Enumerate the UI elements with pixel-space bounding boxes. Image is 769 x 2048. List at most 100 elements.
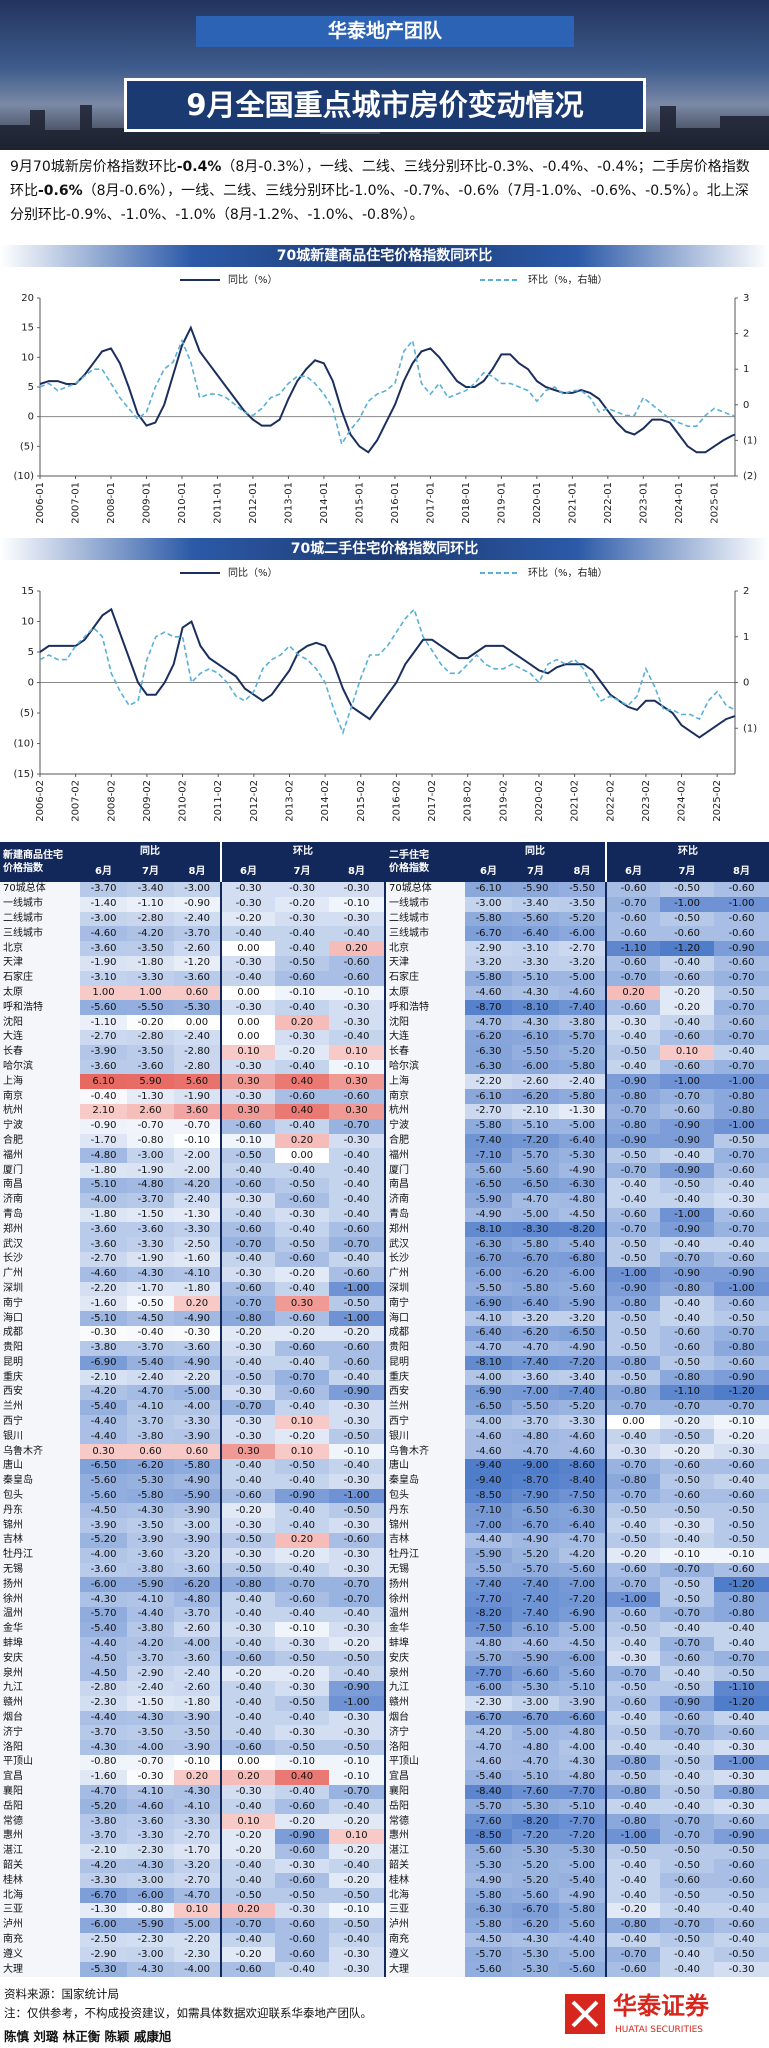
- value-cell: -3.80: [127, 1563, 174, 1578]
- city-name: 湛江: [385, 1844, 465, 1859]
- value-cell: -2.70: [174, 1873, 221, 1888]
- value-cell: -2.90: [465, 941, 512, 956]
- value-cell: -4.80: [559, 1725, 606, 1740]
- value-cell: -0.40: [606, 1711, 660, 1726]
- value-cell: -4.80: [512, 1429, 559, 1444]
- value-cell: -0.30: [329, 1000, 384, 1015]
- value-cell: -0.40: [714, 1045, 769, 1060]
- value-cell: -5.90: [465, 1193, 512, 1208]
- value-cell: -3.20: [174, 1548, 221, 1563]
- value-cell: -0.50: [660, 882, 714, 897]
- value-cell: -6.30: [465, 1237, 512, 1252]
- value-cell: -0.40: [221, 1799, 275, 1814]
- city-name: 广州: [385, 1267, 465, 1282]
- value-cell: -2.50: [174, 1237, 221, 1252]
- value-cell: -0.40: [660, 1296, 714, 1311]
- value-cell: -1.00: [714, 1282, 769, 1297]
- value-cell: -0.70: [127, 1119, 174, 1134]
- x-tick-label: 2025-02: [712, 780, 723, 822]
- value-cell: -3.30: [174, 1415, 221, 1430]
- value-cell: -1.50: [127, 1696, 174, 1711]
- value-cell: -0.40: [329, 1148, 384, 1163]
- table-row: 深圳-5.50-5.80-5.60-0.90-0.80-1.00: [385, 1282, 769, 1297]
- value-cell: -0.40: [660, 956, 714, 971]
- series-line: [40, 341, 735, 444]
- x-tick-label: 2015-02: [356, 780, 367, 822]
- value-cell: 0.00: [221, 941, 275, 956]
- value-cell: -0.50: [275, 956, 329, 971]
- value-cell: -0.90: [714, 1267, 769, 1282]
- value-cell: -0.50: [275, 1651, 329, 1666]
- value-cell: -4.70: [127, 1385, 174, 1400]
- value-cell: -9.00: [512, 1459, 559, 1474]
- city-name: 岳阳: [385, 1799, 465, 1814]
- value-cell: -5.20: [512, 1548, 559, 1563]
- value-cell: -3.90: [174, 1503, 221, 1518]
- value-cell: -0.70: [329, 1785, 384, 1800]
- value-cell: -0.50: [714, 1311, 769, 1326]
- city-name: 赣州: [385, 1696, 465, 1711]
- value-cell: -0.70: [714, 1060, 769, 1075]
- value-cell: -6.60: [512, 1666, 559, 1681]
- value-cell: -0.60: [221, 1962, 275, 1977]
- value-cell: -4.20: [465, 1725, 512, 1740]
- value-cell: -0.60: [275, 1592, 329, 1607]
- value-cell: -2.00: [174, 1163, 221, 1178]
- city-name: 北海: [0, 1888, 80, 1903]
- x-tick-label: 2017-01: [425, 482, 436, 524]
- value-cell: -0.60: [714, 1252, 769, 1267]
- value-cell: -0.60: [221, 1119, 275, 1134]
- table-row: 安庆-5.70-5.90-6.00-0.30-0.60-0.70: [385, 1651, 769, 1666]
- x-tick-label: 2017-02: [427, 780, 438, 822]
- table-row: 泸州-6.00-5.90-5.00-0.70-0.60-0.50: [0, 1918, 384, 1933]
- value-cell: -7.00: [559, 1577, 606, 1592]
- table-row: 惠州-3.70-3.30-2.70-0.20-0.900.10: [0, 1829, 384, 1844]
- value-cell: -4.40: [127, 1607, 174, 1622]
- value-cell: -0.70: [606, 1577, 660, 1592]
- value-cell: -0.70: [606, 1489, 660, 1504]
- value-cell: -3.60: [127, 1060, 174, 1075]
- value-cell: -3.80: [559, 1015, 606, 1030]
- value-cell: -0.30: [221, 897, 275, 912]
- value-cell: -3.00: [174, 1518, 221, 1533]
- x-tick-label: 2024-01: [674, 482, 685, 524]
- value-cell: -0.30: [329, 1563, 384, 1578]
- value-cell: -0.10: [174, 1134, 221, 1149]
- value-cell: -4.60: [80, 1267, 127, 1282]
- value-cell: -0.20: [221, 1503, 275, 1518]
- value-cell: -3.90: [80, 1518, 127, 1533]
- value-cell: -0.60: [275, 1918, 329, 1933]
- value-cell: -5.30: [559, 1148, 606, 1163]
- value-cell: -6.40: [559, 1134, 606, 1149]
- table-row: 长春-6.30-5.50-5.20-0.500.10-0.40: [385, 1045, 769, 1060]
- table-row: 南充-4.50-4.30-4.40-0.40-0.50-0.40: [385, 1933, 769, 1948]
- value-cell: -3.00: [512, 1696, 559, 1711]
- city-name: 一线城市: [385, 897, 465, 912]
- value-cell: -0.40: [329, 1370, 384, 1385]
- value-cell: -0.50: [660, 1503, 714, 1518]
- value-cell: -0.80: [221, 1311, 275, 1326]
- value-cell: -2.00: [174, 1148, 221, 1163]
- value-cell: -0.30: [174, 1326, 221, 1341]
- value-cell: -0.50: [329, 1296, 384, 1311]
- city-name: 常德: [385, 1814, 465, 1829]
- value-cell: -6.80: [559, 1252, 606, 1267]
- value-cell: -5.20: [512, 1859, 559, 1874]
- value-cell: -3.90: [80, 1045, 127, 1060]
- value-cell: -1.00: [329, 1282, 384, 1297]
- value-cell: 0.60: [174, 1444, 221, 1459]
- value-cell: -0.30: [221, 1193, 275, 1208]
- city-name: 泉州: [0, 1666, 80, 1681]
- value-cell: -5.40: [465, 1770, 512, 1785]
- table-row: 天津-3.20-3.30-3.20-0.60-0.40-0.60: [385, 956, 769, 971]
- table-row: 南昌-5.10-4.80-4.20-0.60-0.50-0.40: [0, 1178, 384, 1193]
- table-row: 郑州-3.60-3.60-3.30-0.60-0.40-0.60: [0, 1222, 384, 1237]
- value-cell: -0.60: [329, 971, 384, 986]
- value-cell: -4.70: [465, 1341, 512, 1356]
- value-cell: -0.40: [660, 1947, 714, 1962]
- price-table: 新建商品住宅价格指数同比环比6月7月8月6月7月8月70城总体-3.70-3.4…: [0, 842, 384, 1977]
- value-cell: -0.40: [606, 1193, 660, 1208]
- city-name: 银川: [0, 1429, 80, 1444]
- x-tick-label: 2016-01: [390, 482, 401, 524]
- value-cell: -2.20: [174, 1370, 221, 1385]
